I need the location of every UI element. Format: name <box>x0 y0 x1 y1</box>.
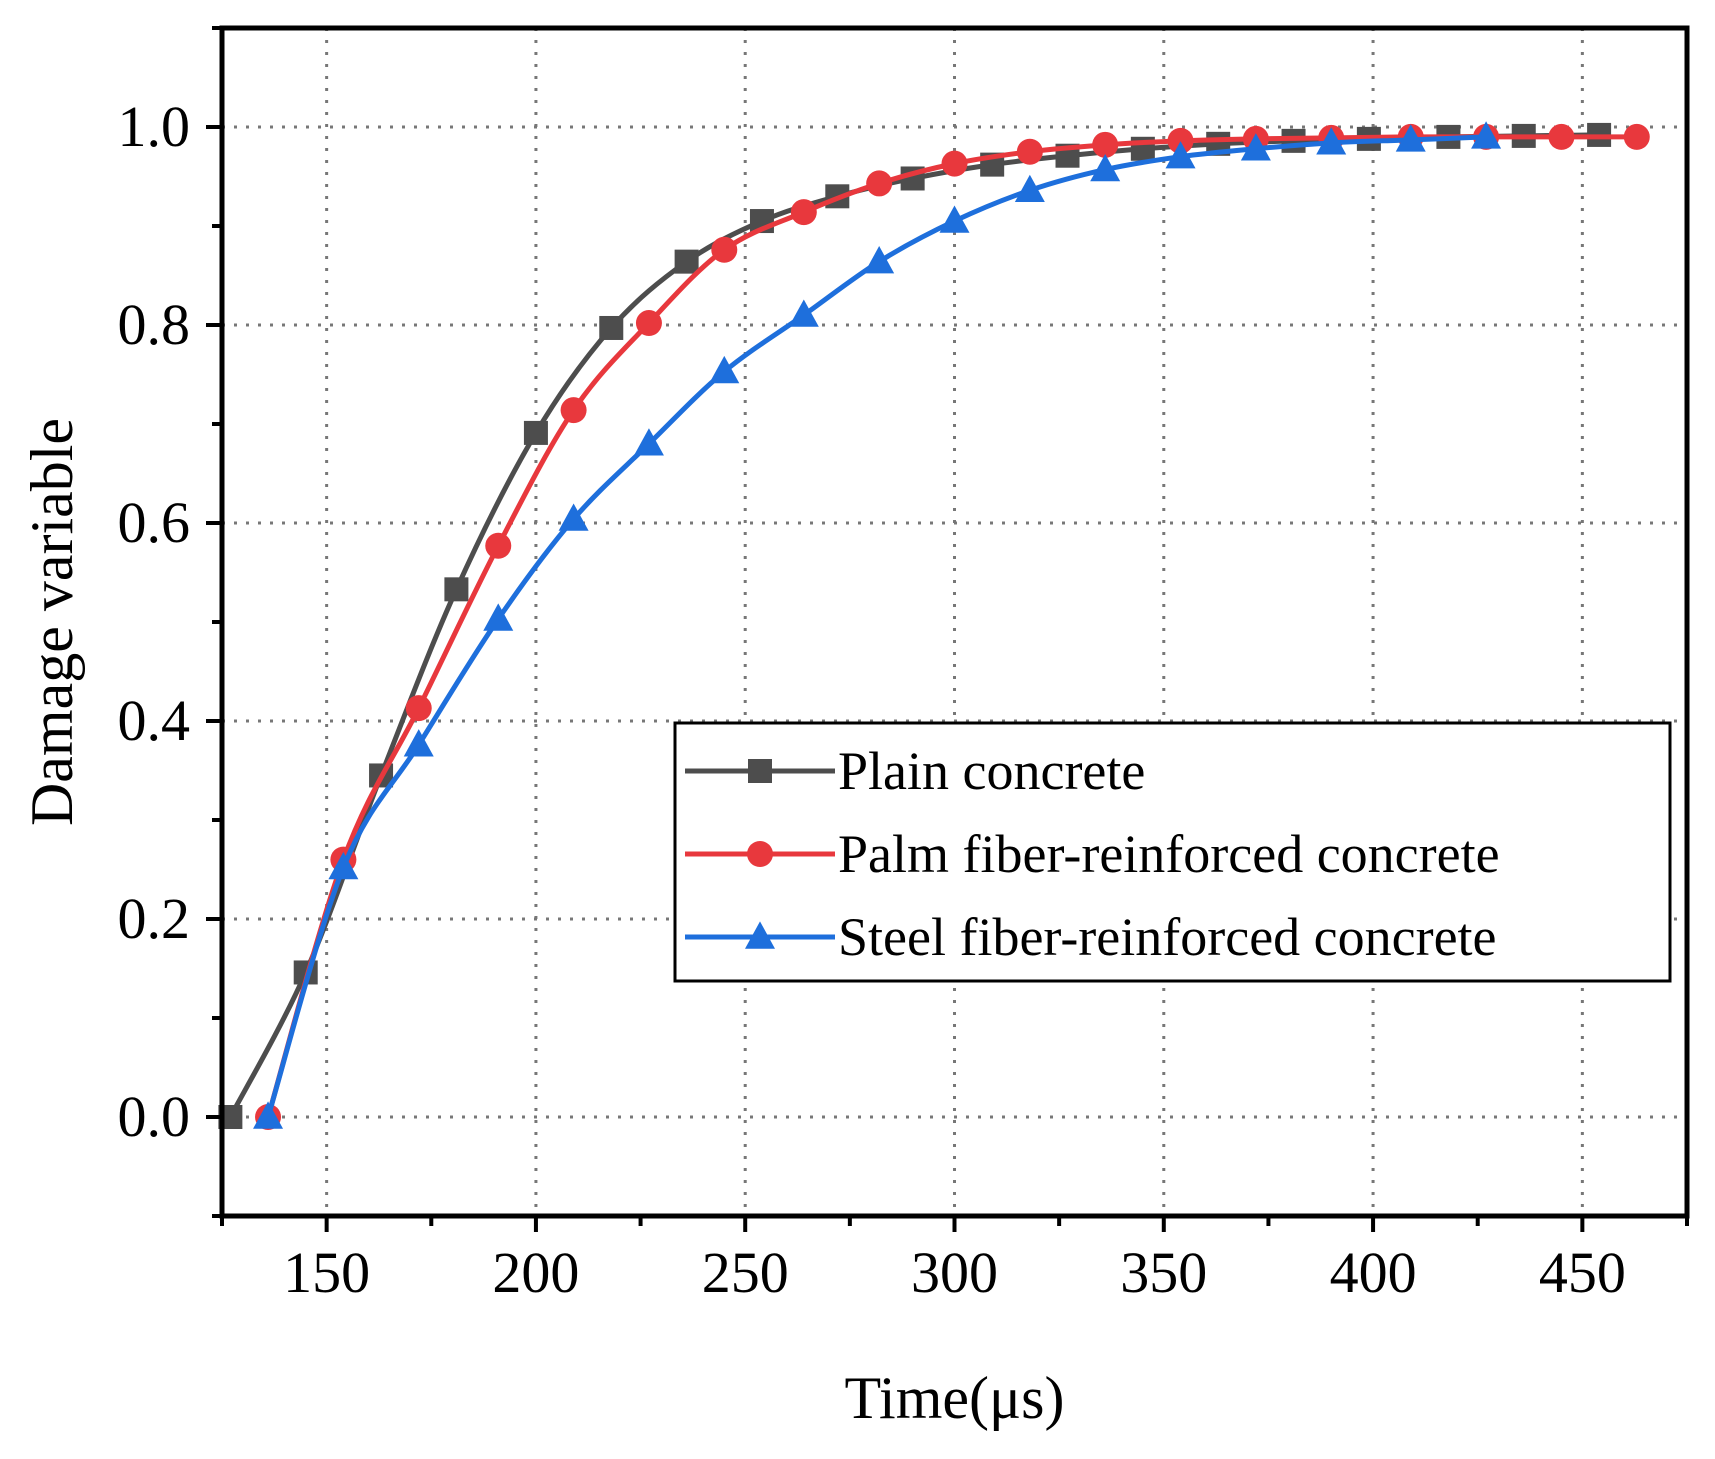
legend-marker-square <box>748 759 772 783</box>
data-point <box>939 205 970 233</box>
data-point <box>635 310 662 337</box>
x-axis-title: Time(μs) <box>845 1365 1065 1431</box>
tick-labels: 150 200 250 300 350 400 450 0.0 0.2 0.4 0.6 0.8 1.0 <box>118 94 1626 1305</box>
data-point <box>1016 138 1043 165</box>
data-point <box>1395 124 1426 152</box>
y-axis-title: Damage variable <box>19 418 85 826</box>
legend-label: Steel fiber-reinforced concrete <box>838 907 1497 967</box>
data-point <box>1471 121 1502 149</box>
data-point <box>1092 131 1119 158</box>
data-point <box>403 729 434 757</box>
data-point <box>1167 127 1194 154</box>
x-tick-label: 150 <box>283 1240 370 1305</box>
data-point <box>866 170 893 197</box>
data-point <box>444 577 469 602</box>
data-point <box>1623 123 1650 150</box>
data-point <box>558 503 589 531</box>
legend-label: Plain concrete <box>838 741 1145 801</box>
data-point <box>485 532 512 559</box>
y-tick-label: 0.6 <box>118 490 191 555</box>
y-tick-label: 0.2 <box>118 886 191 951</box>
x-tick-label: 200 <box>492 1240 579 1305</box>
legend-marker-circle <box>747 841 773 867</box>
data-point <box>711 236 738 263</box>
data-point <box>674 249 699 274</box>
data-point <box>253 1101 284 1129</box>
data-point <box>1240 133 1271 161</box>
data-point <box>599 315 624 340</box>
data-point <box>633 428 664 456</box>
data-point <box>788 299 819 327</box>
y-tick-label: 0.0 <box>118 1084 191 1149</box>
data-point <box>483 603 514 631</box>
x-tick-label: 450 <box>1539 1240 1626 1305</box>
legend-box <box>673 721 1672 983</box>
axis-ticks <box>206 26 1689 1232</box>
legend: Plain concrete Palm fiber-reinforced conc… <box>673 721 1672 983</box>
series-layer <box>218 121 1650 1130</box>
data-point <box>709 355 740 384</box>
legend-marker-triangle <box>745 921 775 949</box>
legend-item: Plain concrete <box>685 741 1145 801</box>
x-tick-label: 300 <box>911 1240 998 1305</box>
x-tick-label: 400 <box>1330 1240 1417 1305</box>
x-tick-label: 250 <box>702 1240 789 1305</box>
data-point <box>1090 153 1121 182</box>
data-point <box>523 420 548 445</box>
data-point <box>405 695 432 722</box>
data-point <box>328 851 359 880</box>
legend-label: Palm fiber-reinforced concrete <box>838 824 1500 884</box>
data-point <box>1165 141 1196 169</box>
y-tick-label: 1.0 <box>118 94 191 159</box>
series-line <box>265 134 1637 1118</box>
data-point <box>1014 174 1045 203</box>
data-point <box>790 199 817 226</box>
data-point <box>1548 123 1575 150</box>
series-triangle <box>253 121 1502 1129</box>
legend-item: Palm fiber-reinforced concrete <box>685 824 1500 884</box>
y-tick-label: 0.4 <box>118 688 191 753</box>
data-point <box>560 397 587 424</box>
x-tick-label: 350 <box>1120 1240 1207 1305</box>
data-point <box>941 150 968 177</box>
data-point <box>864 246 895 274</box>
data-point <box>1316 127 1347 155</box>
legend-item: Steel fiber-reinforced concrete <box>685 907 1497 967</box>
y-tick-label: 0.8 <box>118 292 191 357</box>
